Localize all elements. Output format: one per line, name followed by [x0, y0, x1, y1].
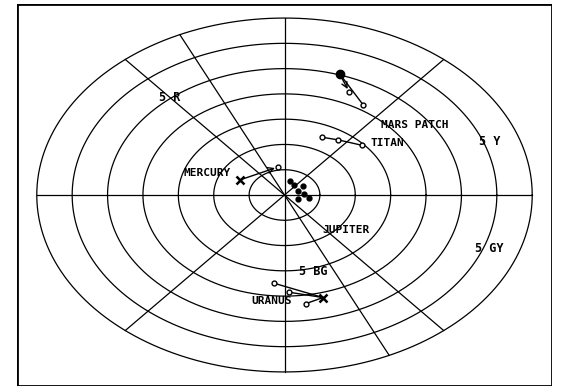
Text: 5 BG: 5 BG	[299, 266, 328, 278]
Text: MERCURY: MERCURY	[183, 168, 231, 178]
Text: MARS PATCH: MARS PATCH	[381, 120, 449, 130]
Text: 5 Y: 5 Y	[479, 135, 500, 148]
Text: TITAN: TITAN	[371, 138, 405, 148]
Text: JUPITER: JUPITER	[323, 225, 370, 235]
Text: 5 GY: 5 GY	[475, 242, 504, 255]
Text: 5 R: 5 R	[159, 91, 180, 104]
Text: URANUS: URANUS	[252, 296, 292, 306]
